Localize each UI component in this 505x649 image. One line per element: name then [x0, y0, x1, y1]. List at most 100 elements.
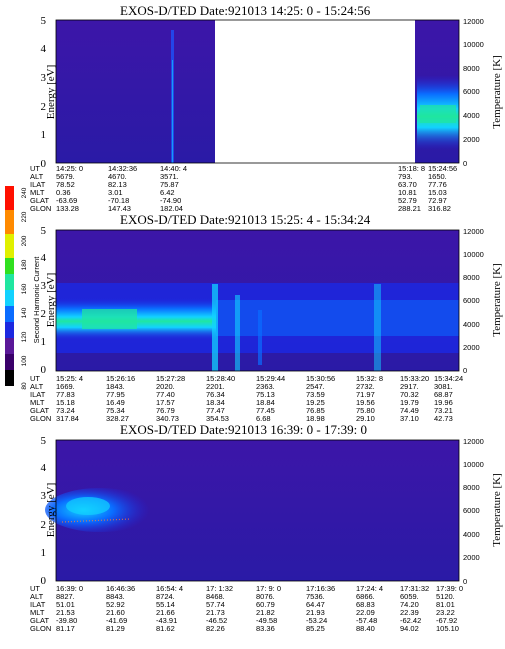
panel-3-ytick-1: 1 — [41, 547, 47, 559]
panel-1-y2ticks: 0 2000 4000 6000 8000 10000 12000 — [463, 17, 484, 168]
eph-alt: 1669. — [56, 382, 75, 391]
panel-1-y2tick-1: 2000 — [463, 135, 480, 144]
eph-ilat: 52.92 — [106, 600, 125, 609]
panel-3-y2tick-5: 10000 — [463, 460, 484, 469]
panel-2-ytick-4: 4 — [41, 252, 47, 264]
panel-1-spike-core — [172, 60, 173, 163]
eph-mlt: 21.53 — [56, 608, 75, 617]
eph-glon: 340.73 — [156, 414, 179, 423]
eph-alt: 2732. — [356, 382, 375, 391]
eph-mlt: 19.79 — [400, 398, 419, 407]
colorbar-stop — [5, 186, 14, 210]
panel-1-y2tick-4: 8000 — [463, 64, 480, 73]
colorbar: 80 100 120 140 160 180 200 220 240 Secon… — [5, 186, 41, 390]
panel-2-ytick-3: 3 — [41, 280, 47, 292]
colorbar-tick: 220 — [21, 211, 28, 222]
panel-3-y2tick-6: 12000 — [463, 437, 484, 446]
eph-glat: 72.97 — [428, 196, 447, 205]
panel-2-y2tick-0: 0 — [463, 366, 467, 375]
eph-ilat: 55.14 — [156, 600, 175, 609]
eph-glon: 288.21 — [398, 204, 421, 213]
eph-mlt: 21.93 — [306, 608, 325, 617]
panel-1-eph-col: 14:25: 0 5679. 78.52 0.36 -63.69 133.28 — [56, 164, 83, 213]
panel-2-eph-label-ilat: ILAT — [30, 390, 46, 399]
panel-3-eph-col: 16:46:36 8843. 52.92 21.60 -41.69 81.29 — [106, 584, 135, 633]
eph-ut: 17: 9: 0 — [256, 584, 281, 593]
eph-ilat: 68.83 — [356, 600, 375, 609]
panel-1-eph-label-alt: ALT — [30, 172, 44, 181]
eph-glat: -39.80 — [56, 616, 77, 625]
panel-2-y2tick-2: 4000 — [463, 320, 480, 329]
panel-3-yticks: 0 1 2 3 4 5 — [41, 435, 47, 587]
eph-glat: -57.48 — [356, 616, 377, 625]
panel-1-ytick-0: 0 — [41, 158, 47, 170]
panel-1-eph-col: 15:24:56 1650. 77.76 15.03 72.97 316.82 — [428, 164, 457, 213]
eph-glat: 73.24 — [56, 406, 75, 415]
eph-alt: 5679. — [56, 172, 75, 181]
eph-mlt: 17.57 — [156, 398, 175, 407]
panel-2-eph-col: 15:28:40 2201. 76.34 18.34 77.47 354.53 — [206, 374, 235, 423]
panel-3-eph-col: 17:24: 4 6866. 68.83 22.09 -57.48 88.40 — [356, 584, 383, 633]
colorbar-stop — [5, 370, 14, 386]
panel-3-eph-col: 16:54: 4 8724. 55.14 21.66 -43.91 81.62 — [156, 584, 183, 633]
eph-mlt: 10.81 — [398, 188, 417, 197]
panel-1-y2label: Temperature [K] — [491, 55, 503, 128]
eph-ilat: 77.83 — [56, 390, 75, 399]
eph-mlt: 18.34 — [206, 398, 225, 407]
panel-3-y2tick-4: 8000 — [463, 483, 480, 492]
eph-glat: -63.69 — [56, 196, 77, 205]
eph-ilat: 78.52 — [56, 180, 75, 189]
panel-3-eph-col: 17:39: 0 5120. 81.01 23.22 -67.92 105.10 — [436, 584, 463, 633]
panel-2-eph-col: 15:32: 8 2732. 71.97 19.56 75.80 29.10 — [356, 374, 383, 423]
panel-3-ylabel: Energy [eV] — [45, 483, 57, 537]
eph-ilat: 75.87 — [160, 180, 179, 189]
panel-2-y2label: Temperature [K] — [491, 263, 503, 336]
eph-ilat: 60.79 — [256, 600, 275, 609]
eph-alt: 8724. — [156, 592, 175, 601]
panel-2-eph-col: 15:25: 4 1669. 77.83 15.18 73.24 317.84 — [56, 374, 83, 423]
panel-2-eph-col: 15:27:28 2020. 77.40 17.57 76.79 340.73 — [156, 374, 185, 423]
eph-glat: -62.42 — [400, 616, 421, 625]
colorbar-stop — [5, 258, 14, 274]
eph-glat: 77.45 — [256, 406, 275, 415]
eph-ut: 15:26:16 — [106, 374, 135, 383]
eph-glat: 75.34 — [106, 406, 125, 415]
eph-ilat: 70.32 — [400, 390, 419, 399]
eph-glon: 88.40 — [356, 624, 375, 633]
eph-ut: 14:40: 4 — [160, 164, 187, 173]
eph-ilat: 77.76 — [428, 180, 447, 189]
colorbar-stop — [5, 290, 14, 306]
eph-alt: 6059. — [400, 592, 419, 601]
eph-ut: 15:29:44 — [256, 374, 285, 383]
eph-mlt: 19.96 — [434, 398, 453, 407]
panel-2-ephemeris: UT ALT ILAT MLT GLAT GLON 15:25: 4 1669.… — [30, 374, 463, 423]
eph-ut: 16:54: 4 — [156, 584, 183, 593]
panel-2-y2tick-6: 12000 — [463, 227, 484, 236]
eph-glon: 316.82 — [428, 204, 451, 213]
panel-2-eph-label-ut: UT — [30, 374, 40, 383]
panel-3-ytick-2: 2 — [41, 519, 47, 531]
panel-2-eph-label-glat: GLAT — [30, 406, 49, 415]
panel-1-eph-col: 14:32:36 4670. 82.13 3.01 -70.18 147.43 — [108, 164, 137, 213]
eph-alt: 2201. — [206, 382, 225, 391]
eph-glat: 76.85 — [306, 406, 325, 415]
panel-2-eph-col: 15:33:20 2917. 70.32 19.79 74.49 37.10 — [400, 374, 429, 423]
colorbar-ticks: 80 100 120 140 160 180 200 220 240 — [21, 187, 28, 389]
eph-glon: 18.98 — [306, 414, 325, 423]
eph-ilat: 63.70 — [398, 180, 417, 189]
panel-3-eph-label-glat: GLAT — [30, 616, 49, 625]
eph-glat: 52.79 — [398, 196, 417, 205]
eph-glon: 147.43 — [108, 204, 131, 213]
colorbar-tick: 140 — [21, 307, 28, 318]
panel-1-y2tick-0: 0 — [463, 159, 467, 168]
eph-ut: 14:32:36 — [108, 164, 137, 173]
eph-alt: 1650. — [428, 172, 447, 181]
eph-glat: 74.49 — [400, 406, 419, 415]
panel-2-spike — [235, 295, 240, 371]
panel-1-ytick-2: 2 — [41, 101, 47, 113]
eph-glon: 94.02 — [400, 624, 419, 633]
eph-mlt: 21.66 — [156, 608, 175, 617]
eph-alt: 4670. — [108, 172, 127, 181]
panel-3: EXOS-D/TED Date:921013 16:39: 0 - 17:39:… — [30, 422, 503, 633]
